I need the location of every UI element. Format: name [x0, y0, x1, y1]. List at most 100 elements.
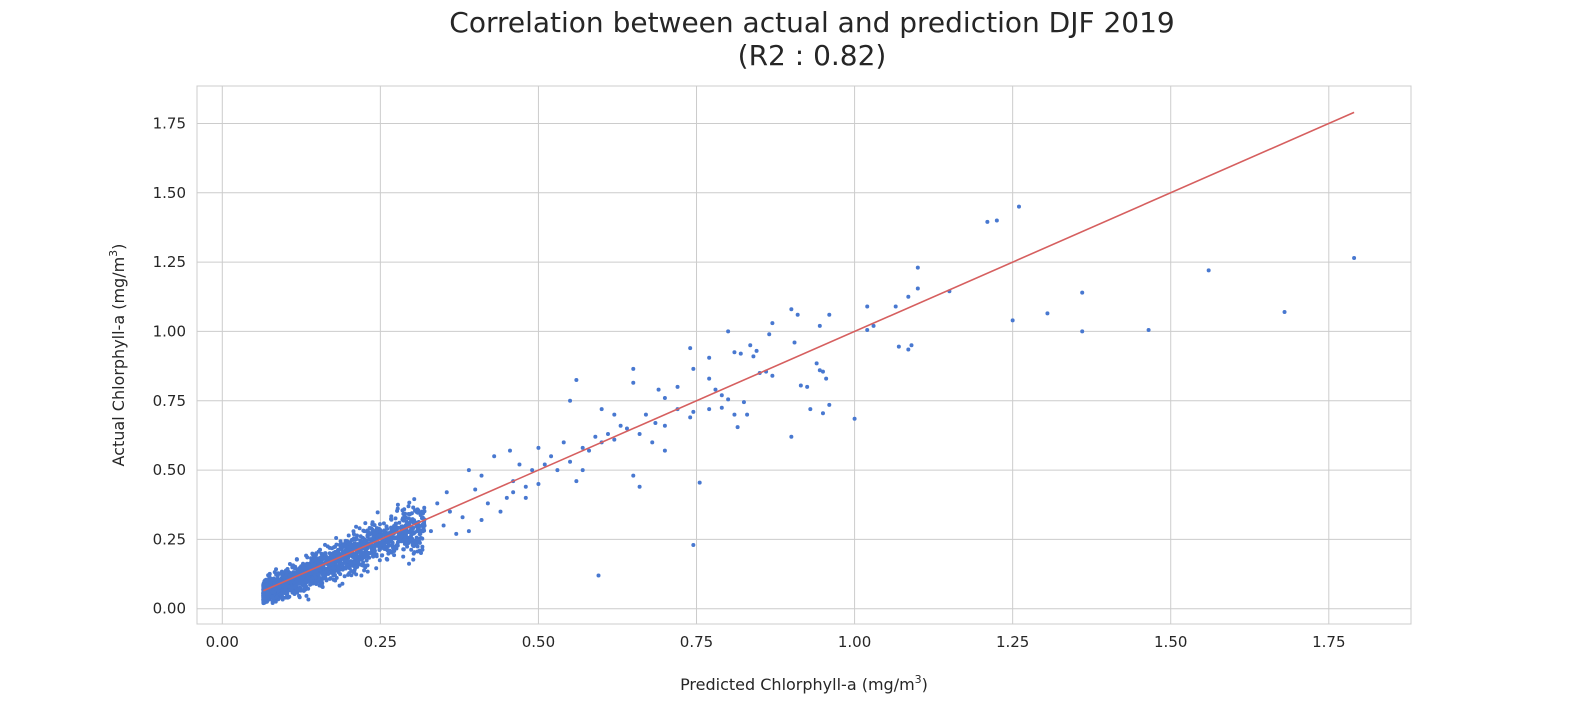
data-point	[265, 591, 270, 596]
data-point	[411, 557, 416, 562]
data-point	[329, 546, 334, 551]
data-point	[587, 448, 592, 453]
data-point	[313, 575, 318, 580]
data-point	[321, 570, 326, 575]
data-point	[264, 577, 269, 582]
data-point	[549, 454, 554, 459]
data-point	[261, 592, 266, 597]
data-point	[637, 432, 642, 437]
data-point	[915, 265, 920, 270]
data-point	[296, 587, 301, 592]
data-point	[827, 312, 832, 317]
data-point	[767, 332, 772, 337]
data-point	[399, 539, 404, 544]
data-point	[372, 548, 377, 553]
data-point	[378, 529, 383, 534]
data-point	[386, 551, 391, 556]
data-point	[412, 530, 417, 535]
data-point	[871, 323, 876, 328]
data-point	[312, 569, 317, 574]
data-point	[297, 593, 302, 598]
x-tick-label: 0.75	[680, 633, 713, 651]
data-point	[485, 501, 490, 506]
data-point	[371, 535, 376, 540]
data-point	[402, 507, 407, 512]
data-point	[662, 423, 667, 428]
data-point	[392, 553, 397, 558]
data-point	[748, 343, 753, 348]
data-point	[323, 542, 328, 547]
data-point	[479, 518, 484, 523]
data-point	[267, 574, 272, 579]
data-point	[1282, 310, 1287, 315]
data-point	[326, 566, 331, 571]
data-point	[814, 361, 819, 366]
data-point	[391, 528, 396, 533]
data-point	[1010, 318, 1015, 323]
data-point	[270, 599, 275, 604]
data-point	[393, 521, 398, 526]
data-point	[358, 534, 363, 539]
data-point	[675, 384, 680, 389]
y-tick-label: 0.50	[153, 461, 186, 479]
data-point	[466, 529, 471, 534]
data-point	[312, 572, 317, 577]
data-point	[333, 578, 338, 583]
data-point	[906, 347, 911, 352]
data-point	[732, 412, 737, 417]
y-tick-label: 1.50	[153, 184, 186, 202]
x-tick-label: 1.00	[838, 633, 871, 651]
data-point	[789, 434, 794, 439]
data-point	[349, 573, 354, 578]
data-point	[985, 219, 990, 224]
data-point	[342, 559, 347, 564]
data-point	[411, 505, 416, 510]
data-point	[362, 537, 367, 542]
data-point	[301, 566, 306, 571]
data-point	[751, 354, 756, 359]
data-point	[824, 376, 829, 381]
data-point	[384, 525, 389, 530]
data-point	[345, 539, 350, 544]
data-point	[444, 490, 449, 495]
x-axis-label-end: )	[922, 675, 928, 694]
y-tick-label: 0.25	[153, 530, 186, 548]
data-point	[375, 510, 380, 515]
data-point	[415, 544, 420, 549]
data-point	[574, 377, 579, 382]
data-point	[1016, 204, 1021, 209]
data-point	[333, 544, 338, 549]
data-point	[407, 500, 412, 505]
data-point	[386, 540, 391, 545]
data-point	[719, 393, 724, 398]
data-point	[865, 304, 870, 309]
y-axis-label-sup: 3	[107, 250, 120, 257]
data-point	[269, 594, 274, 599]
data-point	[377, 558, 382, 563]
data-point	[906, 294, 911, 299]
data-point	[304, 553, 309, 558]
data-point	[318, 547, 323, 552]
data-point	[377, 545, 382, 550]
data-point	[820, 369, 825, 374]
data-point	[896, 344, 901, 349]
data-point	[404, 536, 409, 541]
data-point	[370, 522, 375, 527]
data-point	[338, 545, 343, 550]
grid-lines	[197, 86, 1411, 624]
data-point	[411, 544, 416, 549]
data-point	[310, 552, 315, 557]
data-point	[409, 511, 414, 516]
data-point	[530, 468, 535, 473]
data-point	[296, 581, 301, 586]
data-point	[561, 440, 566, 445]
data-point	[637, 484, 642, 489]
data-point	[328, 554, 333, 559]
data-point	[283, 595, 288, 600]
y-axis-label-main: Actual Chlorphyll-a (mg/m	[109, 257, 128, 467]
data-point	[306, 586, 311, 591]
data-point	[817, 368, 822, 373]
data-point	[688, 346, 693, 351]
data-point	[596, 573, 601, 578]
data-point	[377, 522, 382, 527]
